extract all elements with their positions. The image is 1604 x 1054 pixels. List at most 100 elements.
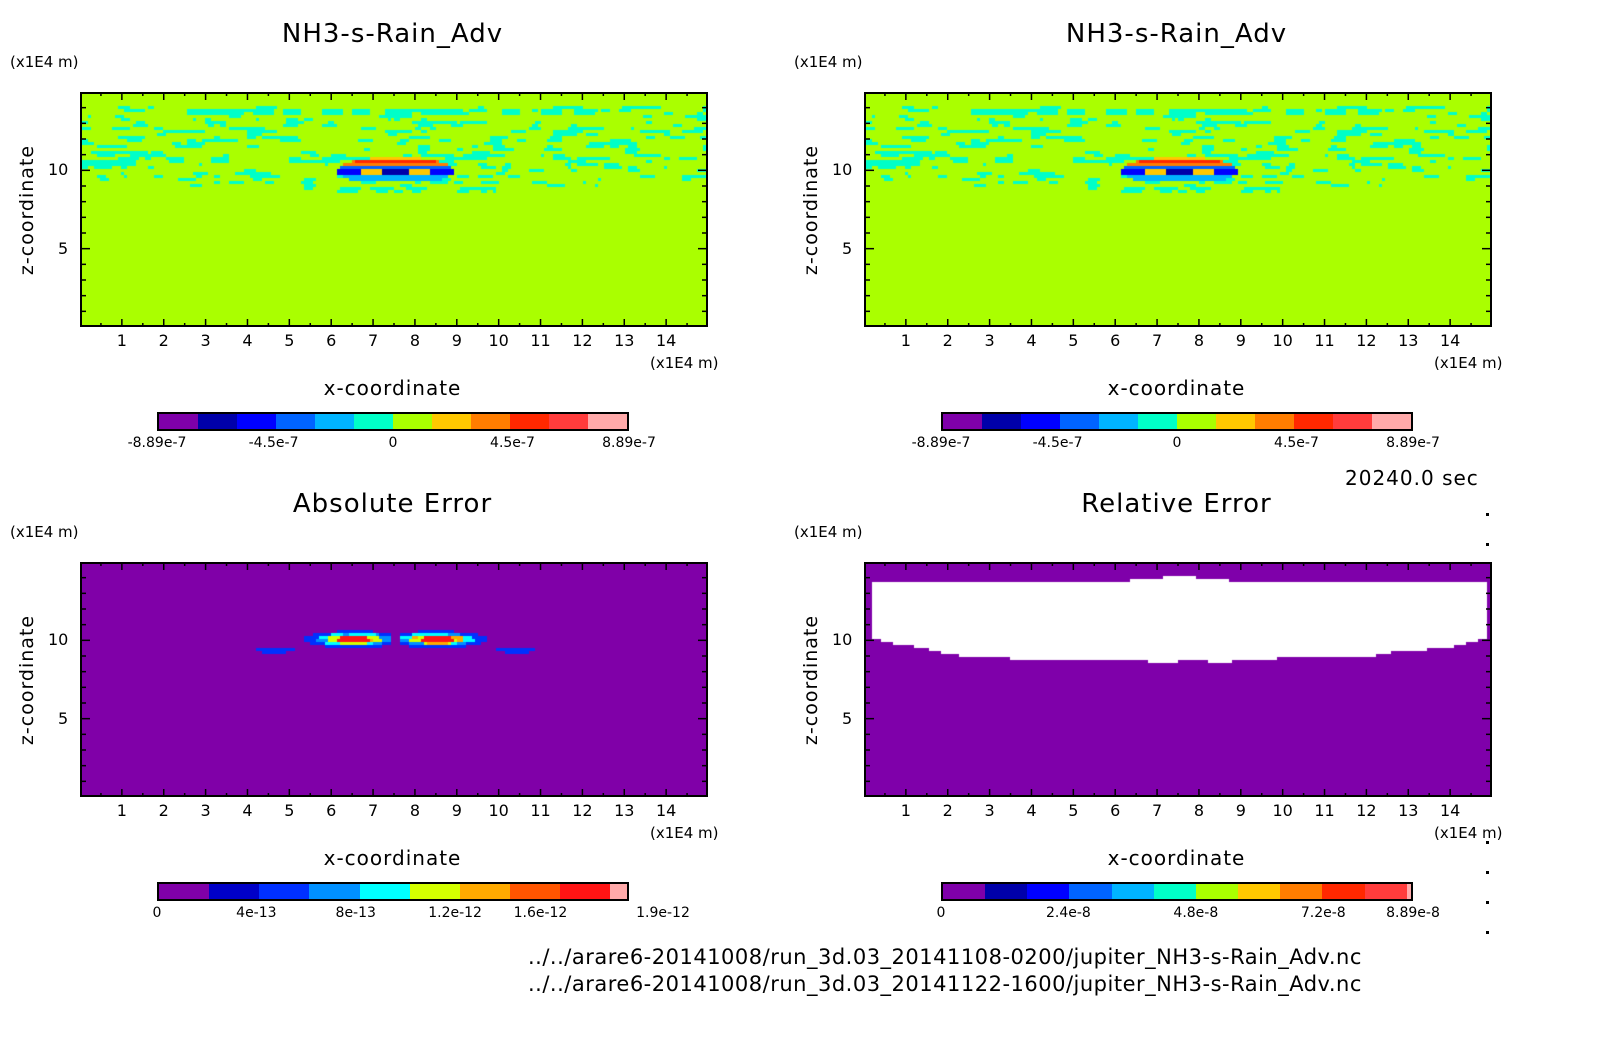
x-tick-label: 5 [284,331,295,350]
colorbar-bin [985,884,1028,899]
colorbar-bin [459,884,510,899]
x-unit-label: (x1E4 m) [1434,354,1503,372]
x-axis-label: x-coordinate [1107,376,1246,400]
y-axis-label: z-coordinate [16,614,38,745]
contour-field [866,94,1490,325]
x-tick-label: 2 [942,331,953,350]
margin-dot [1486,871,1489,874]
x-unit-label: (x1E4 m) [650,354,719,372]
y-tick-label: 5 [58,708,69,728]
colorbar-bin [392,414,432,429]
y-axis-label-box: z-coordinate [800,92,822,327]
colorbar-bin [1280,884,1323,899]
x-tick-label: 12 [572,801,593,820]
x-tick-label: 8 [409,331,421,350]
colorbar-bin [353,414,393,429]
colorbar-bin [1238,884,1281,899]
colorbar-bin [1254,414,1294,429]
colorbar-bin [548,414,588,429]
colorbar-bin [1176,414,1216,429]
margin-dot [1486,901,1489,904]
colorbar-label: 8.89e-7 [1386,435,1440,451]
chart-title: Absolute Error [292,489,493,519]
x-tick-label: 6 [326,801,337,820]
x-tick-label: 5 [284,801,295,820]
colorbar-bin [587,414,627,429]
y-unit-label: (x1E4 m) [10,53,79,71]
y-axis-label-box: z-coordinate [800,562,822,797]
y-axis-label: z-coordinate [800,614,822,745]
colorbar-label: 2.4e-8 [1046,905,1091,921]
y-unit-label: (x1E4 m) [794,53,863,71]
x-tick-label: 1 [116,331,127,350]
colorbar-label: 4e-13 [236,905,277,921]
x-tick-label: 2 [158,801,169,820]
x-tick-label: 11 [530,801,551,820]
margin-dot [1486,841,1489,844]
x-tick-label: 9 [451,331,462,350]
colorbar-label: 1.2e-12 [428,905,482,921]
x-tick-label: 14 [655,331,677,350]
y-tick-label: 10 [48,630,69,650]
colorbar-label: 8e-13 [335,905,376,921]
colorbar-bin [309,884,360,899]
x-tick-label: 12 [572,331,593,350]
colorbar [941,882,1413,901]
colorbar-label: 0 [152,905,162,921]
colorbar-bin [209,884,260,899]
x-tick-label: 3 [984,331,995,350]
x-tick-label: 8 [1193,801,1205,820]
colorbar-bin [1069,884,1112,899]
x-tick-label: 5 [1068,801,1079,820]
colorbar-label: 7.2e-8 [1300,905,1346,921]
colorbar-bin [259,884,310,899]
chart-title: NH3-s-Rain_Adv [1065,19,1288,49]
y-axis-label-box: z-coordinate [16,562,38,797]
colorbar-bin [1322,884,1365,899]
colorbar-label: -4.5e-7 [248,435,299,451]
x-tick-label: 11 [1314,331,1335,350]
colorbar-bin [1059,414,1099,429]
x-tick-label: 7 [1151,331,1163,350]
colorbar-label: 0 [388,435,398,451]
y-tick-label: 5 [842,708,853,728]
x-axis-label: x-coordinate [323,376,462,400]
colorbar-label: 8.89e-8 [1386,905,1440,921]
colorbar-bin [1364,884,1407,899]
colorbar-bin [359,884,410,899]
contour-field [82,94,706,325]
x-tick-label: 12 [1356,331,1377,350]
plot-area [864,562,1492,797]
x-tick-label: 13 [614,331,635,350]
x-tick-label: 7 [367,331,379,350]
x-unit-label: (x1E4 m) [1434,824,1503,842]
x-tick-label: 10 [488,331,509,350]
colorbar-bin [1406,884,1411,899]
colorbar-bin [275,414,315,429]
colorbar-label: -8.89e-7 [127,435,187,451]
x-tick-label: 1 [900,331,911,350]
colorbar [157,882,629,901]
colorbar-label: 8.89e-7 [602,435,656,451]
colorbar [941,412,1413,431]
margin-dot [1486,543,1489,546]
y-axis-label-box: z-coordinate [16,92,38,327]
x-tick-label: 4 [1026,331,1037,350]
x-tick-label: 4 [242,331,253,350]
file-path-1: ../../arare6-20141008/run_3d.03_20141108… [528,945,1362,969]
x-tick-label: 4 [242,801,253,820]
colorbar-bin [509,884,560,899]
y-tick-label: 10 [832,160,853,180]
colorbar-bin [981,414,1021,429]
x-tick-label: 6 [1110,331,1121,350]
x-tick-label: 3 [984,801,995,820]
x-tick-label: 6 [326,331,337,350]
file-path-2: ../../arare6-20141008/run_3d.03_20141122… [528,972,1362,996]
y-axis-label: z-coordinate [16,144,38,275]
colorbar-bin [197,414,237,429]
x-unit-label: (x1E4 m) [650,824,719,842]
chart-title: NH3-s-Rain_Adv [281,19,504,49]
x-tick-label: 2 [158,331,169,350]
colorbar-label: 1.9e-12 [636,905,690,921]
margin-dot [1486,513,1489,516]
